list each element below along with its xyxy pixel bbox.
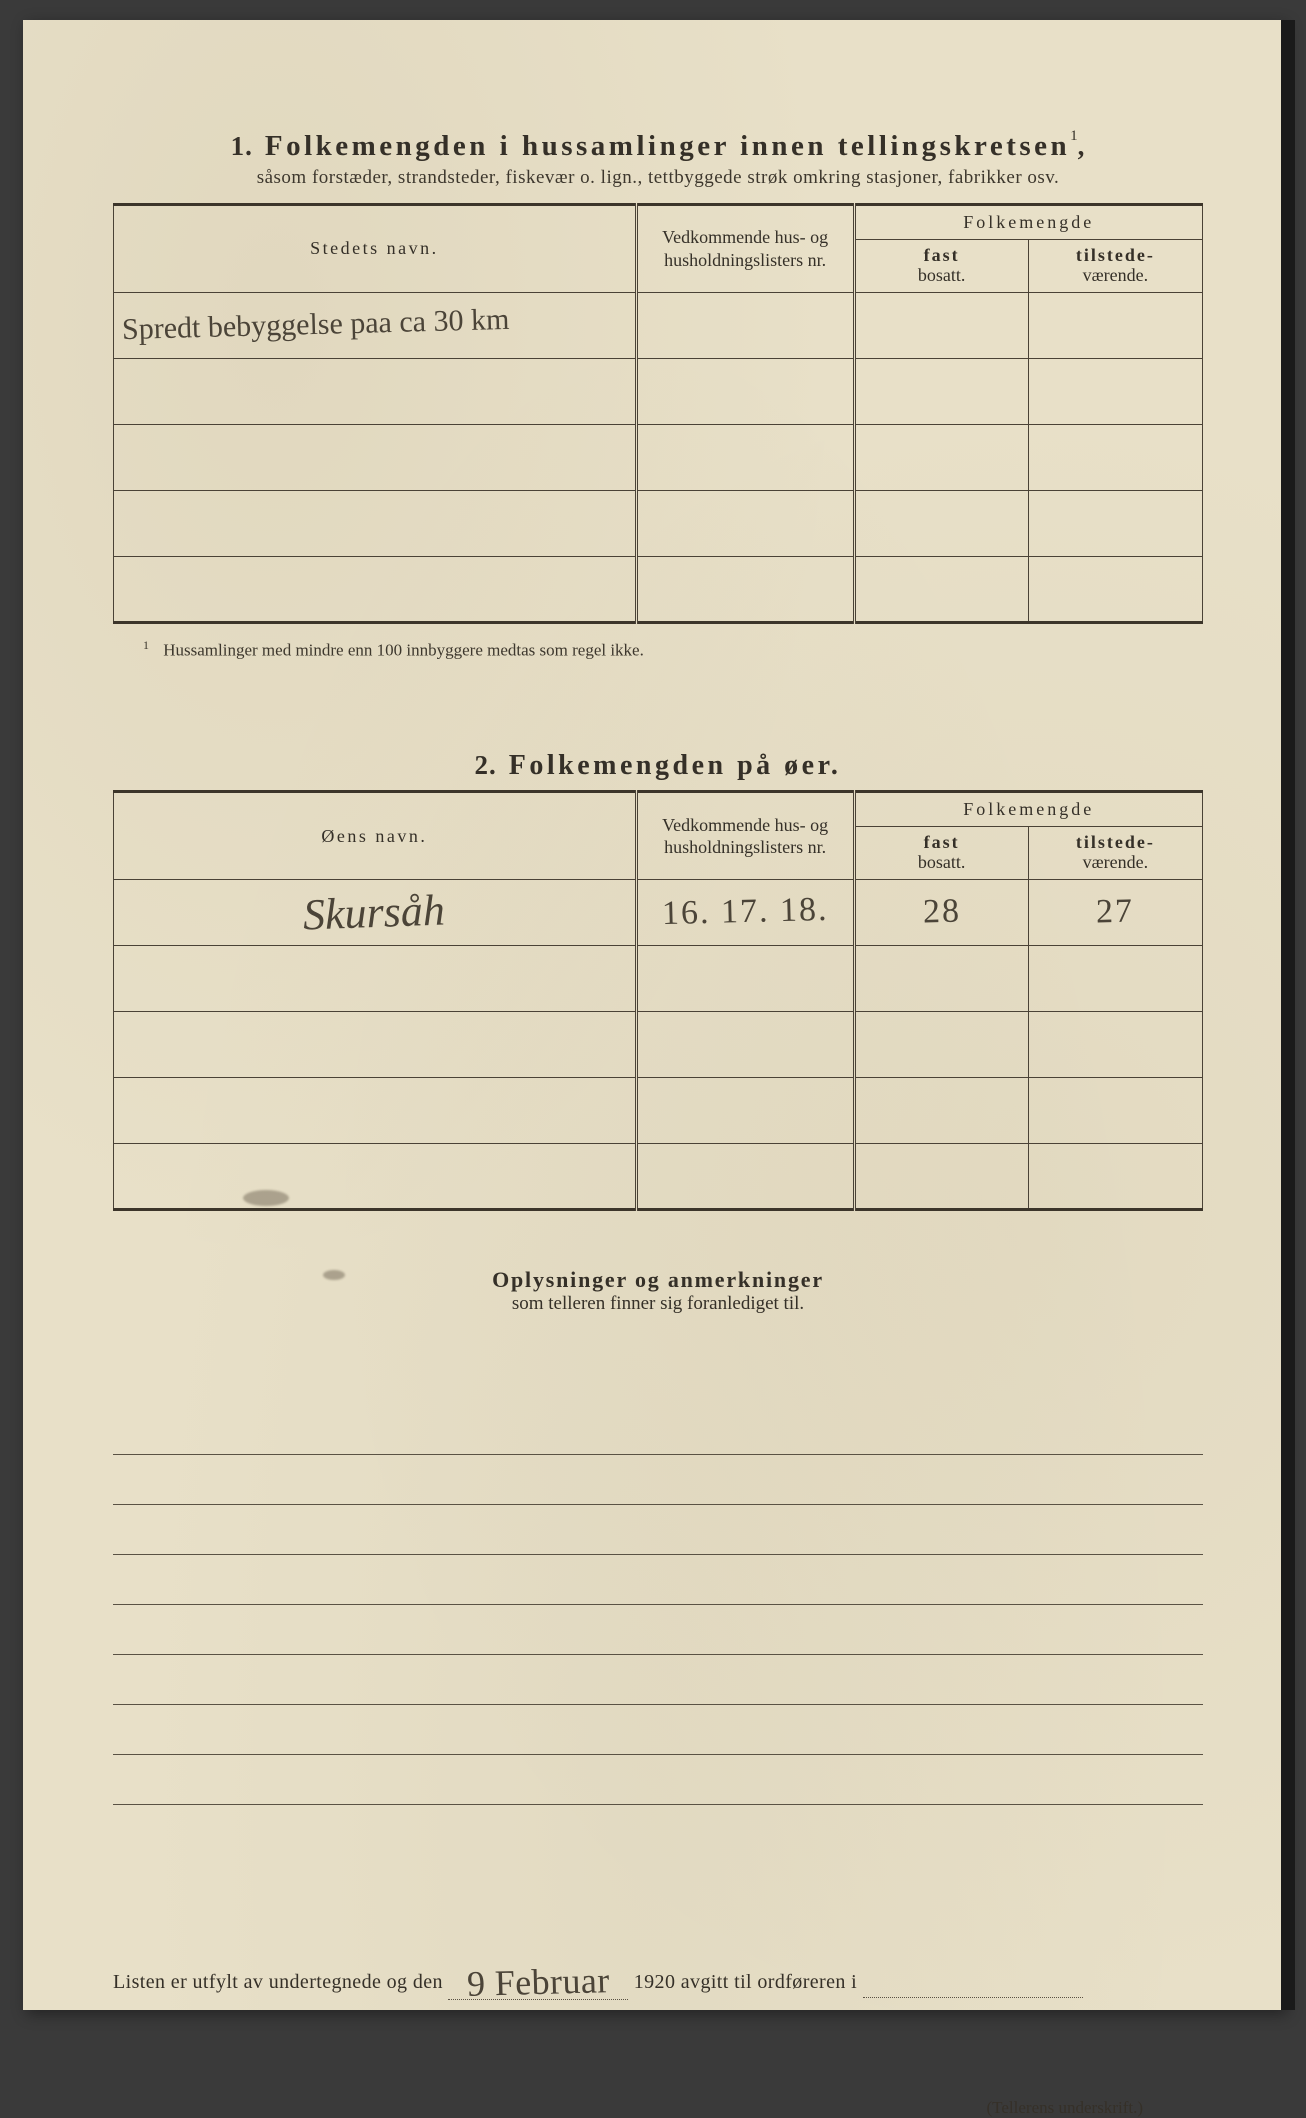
footer-date-hand: 9 Februar <box>467 1959 611 2005</box>
section2-title: Folkemengden på øer. <box>509 750 842 782</box>
col-fast-bosatt: fastbosatt. <box>854 240 1028 293</box>
section2-number: 2. <box>475 750 497 780</box>
footnote-text: Hussamlinger med mindre enn 100 innbygge… <box>163 640 644 659</box>
section2-table: Øens navn. Vedkommende hus- og husholdni… <box>113 790 1203 1211</box>
footer-trailing-fill <box>863 1997 1083 1998</box>
ruled-line <box>113 1655 1203 1705</box>
paper-smudge <box>323 1270 345 1280</box>
table-row <box>114 424 1203 490</box>
fast-value <box>854 292 1028 358</box>
scan-edge <box>1281 20 1295 2010</box>
col-tilstede: tilstede-værende. <box>1028 827 1202 880</box>
ruled-line <box>113 1755 1203 1805</box>
table-row: Spredt bebyggelse paa ca 30 km <box>114 292 1203 358</box>
section1-title-sup: 1 <box>1070 128 1078 144</box>
ruled-line <box>113 1455 1203 1505</box>
tilstede-value <box>1028 292 1202 358</box>
table-row <box>114 490 1203 556</box>
section1-footnote: 1 Hussamlinger med mindre enn 100 innbyg… <box>143 638 1203 661</box>
table-row <box>114 556 1203 622</box>
col-folkemengde: Folkemengde <box>854 205 1202 240</box>
col-lists: Vedkommende hus- og husholdningslisters … <box>636 792 854 880</box>
footer-text-b: avgitt til ordføreren i <box>681 1971 857 1993</box>
col-lists: Vedkommende hus- og husholdningslisters … <box>636 205 854 293</box>
table-row: Skursåh 16. 17. 18. 28 27 <box>114 879 1203 945</box>
table-row <box>114 1011 1203 1077</box>
remarks-subtitle: som telleren finner sig foranlediget til… <box>113 1293 1203 1315</box>
remarks-lines <box>113 1405 1203 1805</box>
fast-value: 28 <box>922 893 961 932</box>
table-row <box>114 358 1203 424</box>
col-oens-navn: Øens navn. <box>114 792 637 880</box>
section1-number: 1. <box>231 131 253 161</box>
section2-heading: 2. Folkemengden på øer. <box>113 750 1203 782</box>
section1-heading: 1. Folkemengden i hussamlinger innen tel… <box>113 130 1203 163</box>
table-row <box>114 945 1203 1011</box>
tilstede-value: 27 <box>1096 893 1135 932</box>
signature-label: (Tellerens underskrift.) <box>113 2098 1203 2118</box>
remarks-title: Oplysninger og anmerkninger <box>113 1267 1203 1293</box>
ruled-line <box>113 1405 1203 1455</box>
section1-title: Folkemengden i hussamlinger innen tellin… <box>265 130 1070 163</box>
footer-year: 1920 <box>634 1971 676 1993</box>
ruled-line <box>113 1505 1203 1555</box>
table-row <box>114 1077 1203 1143</box>
lists-value <box>636 292 854 358</box>
col-fast-bosatt: fastbosatt. <box>854 827 1028 880</box>
section1-table: Stedets navn. Vedkommende hus- og hushol… <box>113 203 1203 624</box>
ruled-line <box>113 1705 1203 1755</box>
paper-smudge <box>243 1190 289 1206</box>
ruled-line <box>113 1605 1203 1655</box>
footer-statement: Listen er utfylt av undertegnede og den … <box>113 1955 1203 1998</box>
oens-navn-value: Skursåh <box>303 884 446 940</box>
footnote-marker: 1 <box>143 638 149 652</box>
ruled-line <box>113 1555 1203 1605</box>
section1-subtitle: såsom forstæder, strandsteder, fiskevær … <box>113 167 1203 189</box>
col-stedets-navn: Stedets navn. <box>114 205 637 293</box>
col-folkemengde: Folkemengde <box>854 792 1202 827</box>
lists-value: 16. 17. 18. <box>661 891 828 933</box>
census-form-page: 1. Folkemengden i hussamlinger innen tel… <box>23 20 1283 2010</box>
footer-text-a: Listen er utfylt av undertegnede og den <box>113 1971 443 1993</box>
stedets-navn-value: Spredt bebyggelse paa ca 30 km <box>122 303 510 347</box>
section1-title-punct: , <box>1078 131 1086 161</box>
col-tilstede: tilstede-værende. <box>1028 240 1202 293</box>
